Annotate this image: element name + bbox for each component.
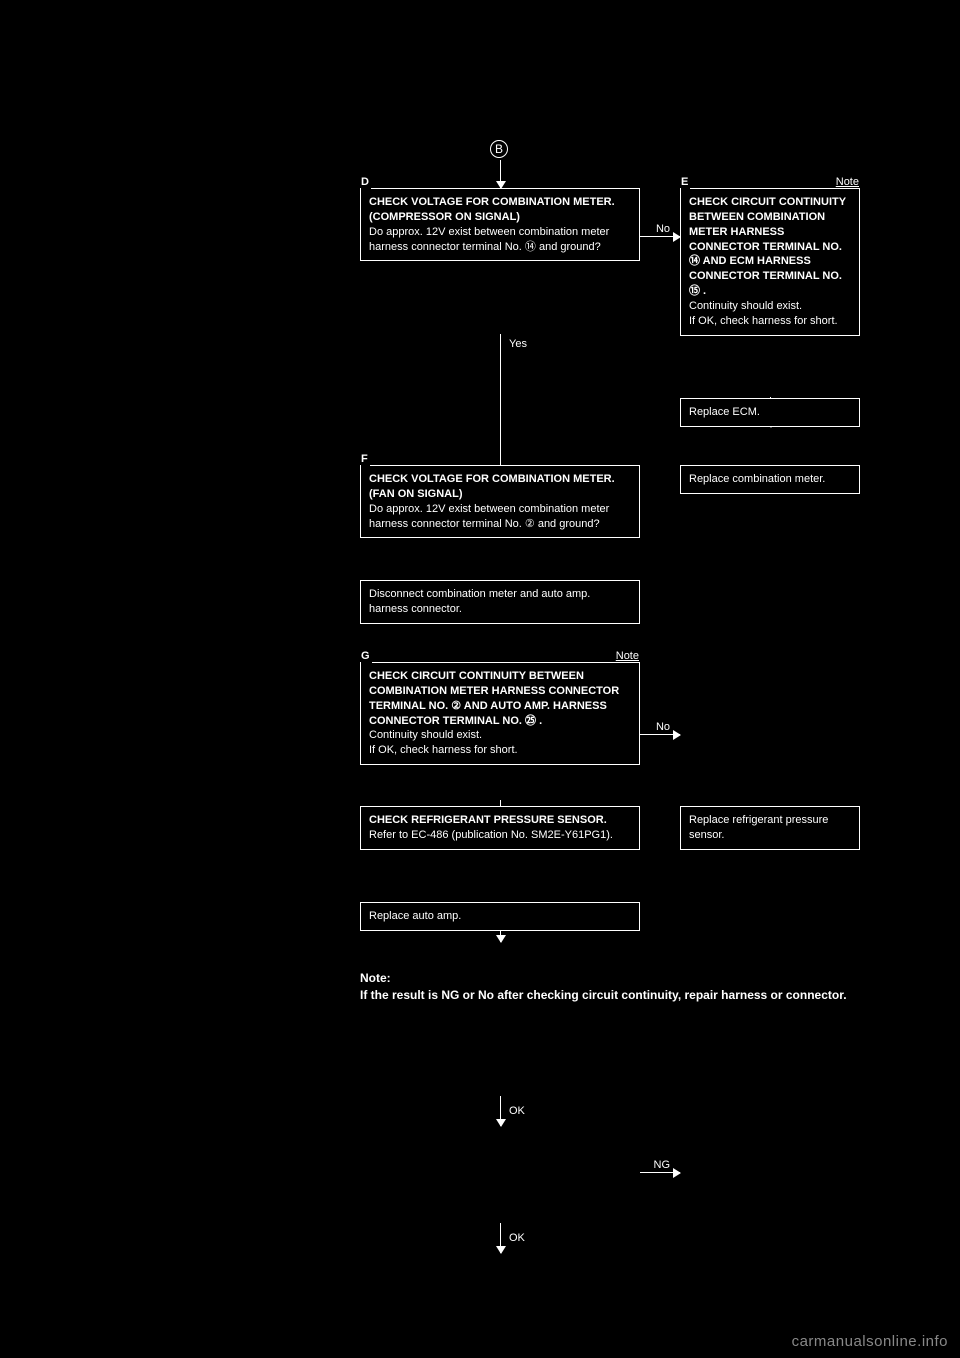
connector-line: OK <box>500 1223 501 1253</box>
box-title: CHECK CIRCUIT CONTINUITY BETWEEN COMBINA… <box>369 669 631 728</box>
box-f: F CHECK VOLTAGE FOR COMBINATION METER. (… <box>360 465 640 538</box>
box-body: Continuity should exist. If OK, check ha… <box>689 299 851 329</box>
col-left: CHECK REFRIGERANT PRESSURE SENSOR. Refer… <box>360 806 640 850</box>
box-text: Replace ECM. <box>689 405 851 420</box>
connector-line <box>500 160 501 188</box>
box-text: Disconnect combination meter and auto am… <box>369 587 631 617</box>
col-left: Disconnect combination meter and auto am… <box>360 580 640 624</box>
flowchart: B D CHECK VOLTAGE FOR COMBINATION METER.… <box>360 150 920 531</box>
box-e: E Note CHECK CIRCUIT CONTINUITY BETWEEN … <box>680 188 860 336</box>
box-replace-combo: Replace combination meter. <box>680 465 860 494</box>
box-tag: D <box>361 175 371 190</box>
arrow-label-no: No <box>654 721 672 733</box>
box-body: Continuity should exist. If OK, check ha… <box>369 728 631 758</box>
note-tag: Note <box>616 649 639 664</box>
box-title: CHECK VOLTAGE FOR COMBINATION METER. (FA… <box>369 472 631 502</box>
note-heading: Note: <box>360 971 391 985</box>
footer-note: Note: If the result is NG or No after ch… <box>360 970 860 1004</box>
page: B D CHECK VOLTAGE FOR COMBINATION METER.… <box>0 0 960 1358</box>
col-right: Replace ECM. <box>680 398 860 427</box>
col-left: D CHECK VOLTAGE FOR COMBINATION METER. (… <box>360 188 640 261</box>
note-tag: Note <box>836 175 859 190</box>
box-text: Replace auto amp. <box>369 909 631 924</box>
arrow-label-ok: OK <box>507 1105 527 1117</box>
arrow-label-ng: NG <box>652 1159 673 1171</box>
col-left: Replace auto amp. <box>360 902 640 931</box>
col-right: Replace combination meter. <box>680 465 860 494</box>
connector-line: No <box>640 734 680 735</box>
box-replace-ecm: Replace ECM. <box>680 398 860 427</box>
connector-line: No <box>640 236 680 237</box>
box-replace-refrig: Replace refrigerant pressure sensor. <box>680 806 860 850</box>
box-d: D CHECK VOLTAGE FOR COMBINATION METER. (… <box>360 188 640 261</box>
box-body: Do approx. 12V exist between combination… <box>369 502 631 532</box>
box-body: Refer to EC-486 (publication No. SM2E-Y6… <box>369 828 631 843</box>
connector-line: NG <box>640 1172 680 1173</box>
box-replace-auto: Replace auto amp. <box>360 902 640 931</box>
box-title: CHECK VOLTAGE FOR COMBINATION METER. (CO… <box>369 195 631 225</box>
connector-line: OK <box>500 1096 501 1126</box>
arrow-label-no: No <box>654 223 672 235</box>
box-body: Do approx. 12V exist between combination… <box>369 225 631 255</box>
box-text: Replace combination meter. <box>689 472 851 487</box>
box-tag: E <box>681 175 690 190</box>
col-right: E Note CHECK CIRCUIT CONTINUITY BETWEEN … <box>680 188 860 336</box>
box-refrigerant: CHECK REFRIGERANT PRESSURE SENSOR. Refer… <box>360 806 640 850</box>
col-left: G Note CHECK CIRCUIT CONTINUITY BETWEEN … <box>360 662 640 765</box>
note-body: If the result is NG or No after checking… <box>360 988 847 1002</box>
box-tag: F <box>361 452 370 467</box>
arrow-label-yes: Yes <box>507 338 529 350</box>
watermark: carmanualsonline.info <box>792 1333 948 1350</box>
col-right: Replace refrigerant pressure sensor. <box>680 806 860 850</box>
box-tag: G <box>361 649 372 664</box>
box-disconnect: Disconnect combination meter and auto am… <box>360 580 640 624</box>
box-title: CHECK CIRCUIT CONTINUITY BETWEEN COMBINA… <box>689 195 851 299</box>
col-left: F CHECK VOLTAGE FOR COMBINATION METER. (… <box>360 465 640 538</box>
box-title: CHECK REFRIGERANT PRESSURE SENSOR. <box>369 813 631 828</box>
continuation-marker: B <box>490 140 508 158</box>
arrow-label-ok: OK <box>507 1232 527 1244</box>
box-g: G Note CHECK CIRCUIT CONTINUITY BETWEEN … <box>360 662 640 765</box>
box-text: Replace refrigerant pressure sensor. <box>689 813 851 843</box>
